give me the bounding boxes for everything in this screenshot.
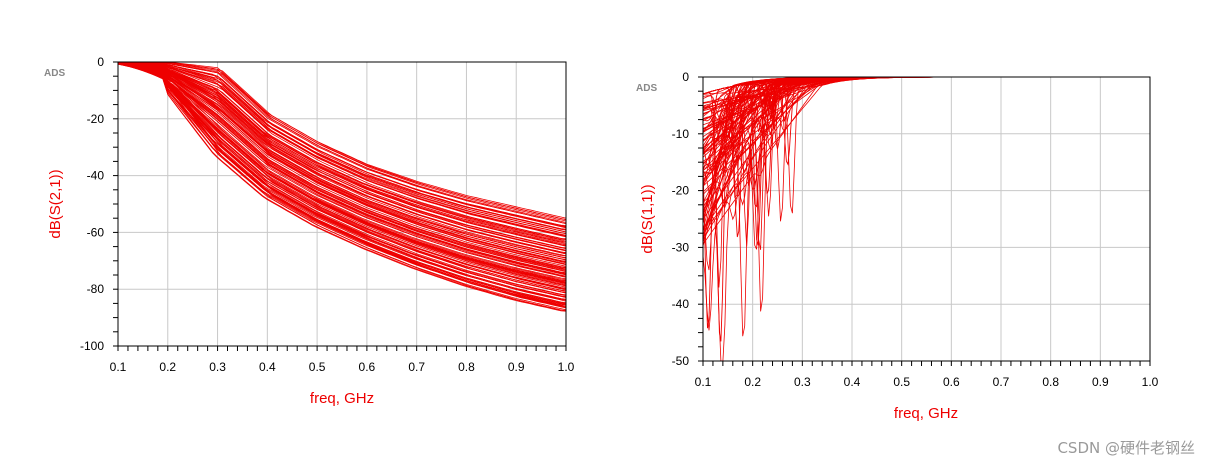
s21-curve [117, 62, 567, 271]
s21-curve [118, 61, 567, 219]
s21-chart: ADS 0.1 0.2 0.3 0.4 0.5 0.6 0.7 0.8 0.9 1.0 0 -20 -… [44, 55, 575, 407]
s21-curve [117, 61, 567, 221]
x-tick-label: 0.8 [1042, 375, 1059, 389]
y-tick-label: 0 [682, 70, 689, 84]
s11-x-tick-labels: 0.1 0.2 0.3 0.4 0.5 0.6 0.7 0.8 0.9 1.0 [695, 375, 1159, 389]
x-tick-label: 1.0 [558, 360, 575, 374]
x-tick-label: 0.9 [1092, 375, 1109, 389]
s21-curve [117, 63, 567, 294]
s21-curve [117, 62, 567, 247]
s21-curve [117, 62, 567, 292]
s21-curves [117, 61, 567, 312]
s21-y-tick-labels: 0 -20 -40 -60 -80 -100 [80, 55, 104, 353]
s21-curve [117, 62, 567, 270]
x-tick-label: 0.3 [209, 360, 226, 374]
s21-curve [117, 62, 567, 263]
y-tick-label: -30 [672, 240, 690, 254]
s21-curve [117, 63, 567, 311]
x-tick-label: 0.2 [744, 375, 761, 389]
s21-curve [117, 62, 567, 243]
s21-curve [117, 62, 567, 252]
s21-curve [117, 61, 567, 235]
x-tick-label: 0.1 [695, 375, 712, 389]
x-tick-label: 0.5 [893, 375, 910, 389]
x-tick-label: 0.6 [943, 375, 960, 389]
watermark: CSDN @硬件老钢丝 [1057, 439, 1195, 457]
s11-chart: ADS 0.1 0.2 0.3 0.4 0.5 0.6 0.7 0.8 0.9 1.0 0 -10 -… [636, 70, 1159, 422]
y-tick-label: -40 [87, 169, 105, 183]
x-tick-label: 0.8 [458, 360, 475, 374]
x-tick-label: 1.0 [1142, 375, 1159, 389]
x-tick-label: 0.7 [408, 360, 425, 374]
y-tick-label: -20 [87, 112, 105, 126]
s21-curve [117, 61, 567, 231]
y-tick-label: -100 [80, 339, 104, 353]
s21-x-tick-labels: 0.1 0.2 0.3 0.4 0.5 0.6 0.7 0.8 0.9 1.0 [110, 360, 575, 374]
s21-curve [117, 63, 567, 301]
s21-curve [117, 62, 567, 291]
y-tick-label: -40 [672, 297, 690, 311]
s11-gridlines [702, 76, 1151, 362]
s11-curves [702, 76, 1150, 362]
y-tick-label: -10 [672, 127, 690, 141]
y-tick-label: 0 [97, 55, 104, 69]
plot-border [117, 61, 567, 347]
ads-badge-right: ADS [636, 83, 657, 94]
x-tick-label: 0.5 [309, 360, 326, 374]
x-tick-label: 0.3 [794, 375, 811, 389]
s21-plot-frame [113, 61, 567, 351]
s21-curve [117, 62, 567, 277]
s21-curve [117, 62, 567, 257]
x-tick-label: 0.7 [993, 375, 1010, 389]
s11-notch-curve [702, 77, 861, 150]
s21-curve [117, 62, 567, 244]
s21-curve [117, 63, 567, 312]
s21-curve [117, 63, 567, 309]
s21-curve [118, 61, 567, 222]
s21-curve [118, 62, 567, 238]
x-tick-label: 0.1 [110, 360, 127, 374]
y-tick-label: -60 [87, 225, 105, 239]
s11-y-axis-label: dB(S(1,1)) [639, 184, 656, 253]
s11-plot-frame [698, 76, 1151, 366]
x-tick-label: 0.2 [159, 360, 176, 374]
x-tick-label: 0.4 [844, 375, 861, 389]
s21-curve [117, 63, 567, 302]
s21-curve [117, 62, 567, 278]
s21-curve [117, 62, 567, 266]
ads-badge-left: ADS [44, 68, 65, 79]
s11-curve [702, 76, 1150, 362]
y-tick-label: -80 [87, 282, 105, 296]
y-tick-label: -50 [672, 354, 690, 368]
x-tick-label: 0.4 [259, 360, 276, 374]
s21-curve [117, 61, 567, 231]
s21-curve [117, 61, 567, 233]
s11-x-axis-label: freq, GHz [894, 405, 958, 422]
s21-curve [117, 62, 567, 284]
s21-curve [117, 62, 567, 267]
s21-curve [117, 62, 567, 259]
s11-y-tick-labels: 0 -10 -20 -30 -40 -50 [672, 70, 690, 368]
s21-curve [118, 61, 567, 224]
plot-border [702, 76, 1151, 362]
x-tick-label: 0.9 [508, 360, 525, 374]
s21-curve [117, 62, 567, 250]
s21-curve [117, 61, 567, 229]
s21-curve [117, 63, 567, 312]
s21-y-axis-label: dB(S(2,1)) [47, 169, 64, 238]
s21-x-axis-label: freq, GHz [310, 390, 374, 407]
s21-curve [117, 62, 567, 240]
x-tick-label: 0.6 [359, 360, 376, 374]
s21-curve [117, 62, 567, 255]
s21-curve [117, 63, 567, 281]
y-tick-label: -20 [672, 184, 690, 198]
